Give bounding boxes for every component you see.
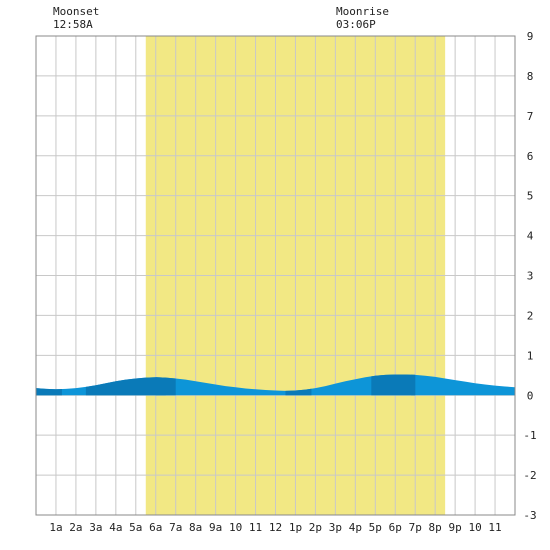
x-tick-label: 2a	[69, 521, 82, 534]
y-tick-label: 5	[527, 190, 534, 203]
tide-area-shaded	[85, 377, 166, 396]
y-tick-label: 0	[527, 389, 534, 402]
x-tick-label: 6a	[149, 521, 162, 534]
moonrise-label: Moonrise	[336, 5, 389, 18]
tide-area-shaded	[285, 388, 312, 396]
y-tick-label: -3	[523, 509, 536, 522]
y-tick-label: 1	[527, 349, 534, 362]
x-axis-labels: 1a 2a 3a 4a 5a 6a 7a 8a 9a 10 11 12 1p 2p 3p 4p 5p 6p 7p 8p…	[49, 521, 501, 534]
moonset-label-block: Moonset 12:58A	[53, 5, 99, 31]
x-tick-label: 2p	[309, 521, 322, 534]
x-tick-label: 8p	[429, 521, 442, 534]
frame-layer	[35, 35, 516, 516]
x-tick-label: 11	[488, 521, 501, 534]
x-tick-label: 10	[468, 521, 481, 534]
y-tick-label: 7	[527, 110, 534, 123]
y-tick-label: 2	[527, 309, 534, 322]
tide-area-shaded	[36, 388, 62, 396]
tide-layer	[36, 374, 515, 396]
x-tick-label: 1p	[289, 521, 302, 534]
x-tick-label: 3a	[89, 521, 102, 534]
y-tick-label: -2	[523, 469, 536, 482]
x-tick-label: 1a	[49, 521, 62, 534]
moonset-time: 12:58A	[53, 18, 93, 31]
x-tick-label: 11	[249, 521, 262, 534]
y-tick-label: 3	[527, 270, 534, 283]
x-tick-label: 8a	[189, 521, 202, 534]
x-tick-label: 4p	[349, 521, 362, 534]
x-tick-label: 4a	[109, 521, 122, 534]
y-tick-label: 6	[527, 150, 534, 163]
tide-area-shaded	[371, 374, 416, 396]
moonrise-label-block: Moonrise 03:06P	[336, 5, 389, 31]
plot-border	[35, 35, 516, 516]
grid-layer	[36, 36, 515, 515]
y-tick-label: 9	[527, 30, 534, 43]
x-tick-label: 12	[269, 521, 282, 534]
x-tick-label: 10	[229, 521, 242, 534]
x-tick-label: 5a	[129, 521, 142, 534]
y-tick-label: 8	[527, 70, 534, 83]
x-tick-label: 3p	[329, 521, 342, 534]
y-axis-labels: 9 8 7 6 5 4 3 2 1 0 -1 -2 -3	[523, 30, 536, 522]
y-tick-label: 4	[527, 230, 534, 243]
x-tick-label: 9p	[449, 521, 462, 534]
moonset-label: Moonset	[53, 5, 100, 18]
x-tick-label: 9a	[209, 521, 222, 534]
x-tick-label: 7a	[169, 521, 182, 534]
x-tick-label: 6p	[389, 521, 402, 534]
x-tick-label: 7p	[409, 521, 422, 534]
moonrise-time: 03:06P	[336, 18, 376, 31]
x-tick-label: 5p	[369, 521, 382, 534]
y-tick-label: -1	[523, 429, 536, 442]
